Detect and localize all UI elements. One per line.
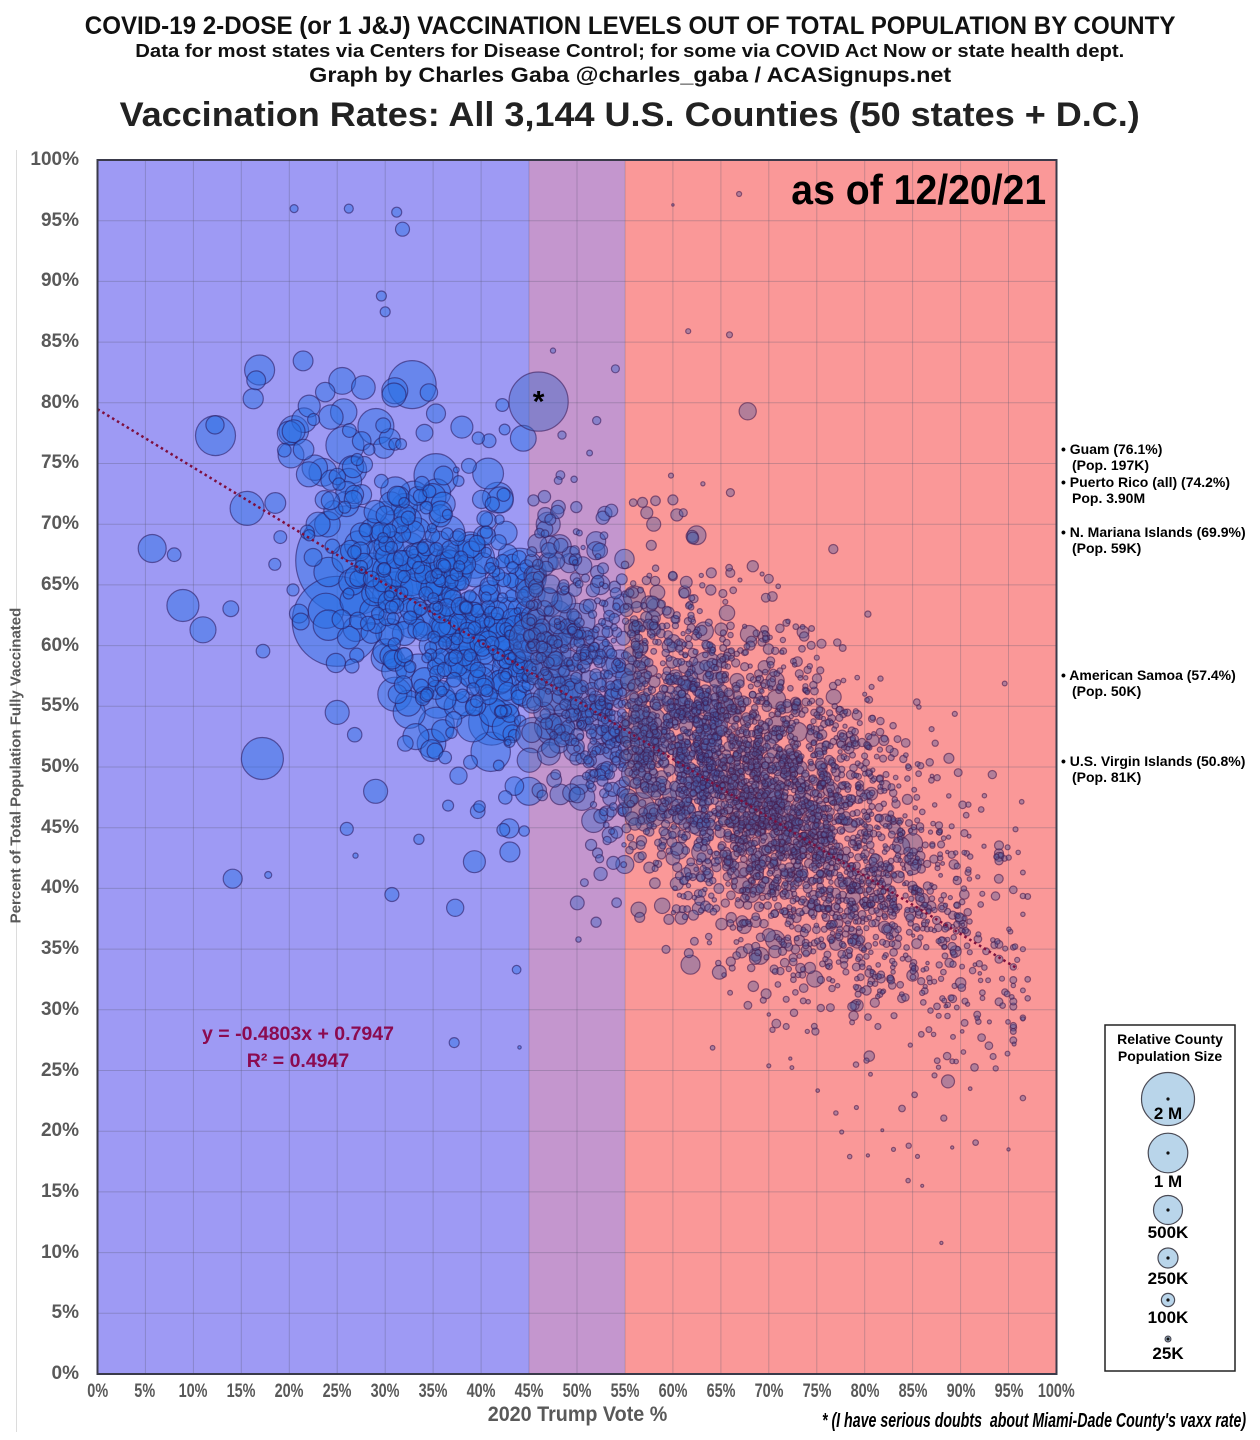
svg-text:*: *	[533, 386, 545, 419]
